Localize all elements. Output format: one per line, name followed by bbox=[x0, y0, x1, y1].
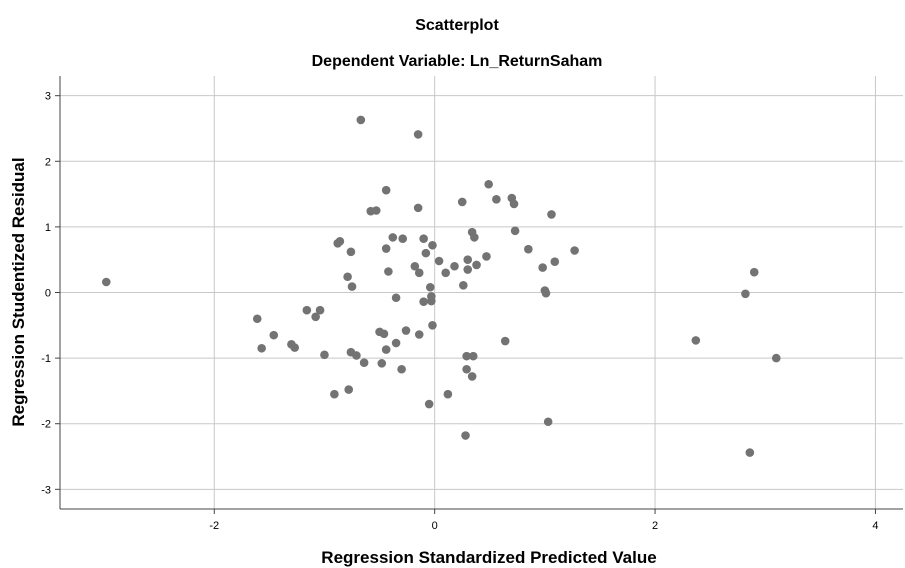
data-point bbox=[391, 338, 401, 348]
gridlines bbox=[60, 76, 903, 509]
data-point bbox=[347, 282, 357, 291]
data-point bbox=[421, 248, 431, 258]
x-tick-label: 0 bbox=[432, 520, 438, 532]
data-point bbox=[414, 268, 424, 278]
data-point bbox=[352, 351, 361, 360]
data-point bbox=[484, 179, 493, 189]
data-point bbox=[290, 343, 300, 352]
data-point bbox=[302, 305, 312, 315]
data-point bbox=[428, 321, 437, 330]
data-point bbox=[541, 288, 551, 298]
data-point bbox=[468, 351, 478, 361]
data-point bbox=[379, 329, 389, 339]
data-point bbox=[428, 240, 437, 250]
data-point bbox=[461, 431, 470, 440]
data-point bbox=[391, 293, 401, 303]
data-point bbox=[691, 336, 701, 345]
data-point bbox=[492, 195, 501, 204]
data-point bbox=[443, 389, 453, 399]
data-point bbox=[257, 343, 266, 353]
axes bbox=[55, 76, 903, 514]
data-point bbox=[398, 234, 408, 244]
data-point bbox=[413, 203, 423, 213]
data-point bbox=[462, 351, 471, 361]
y-tick-label: 1 bbox=[45, 222, 51, 234]
data-point bbox=[463, 255, 473, 264]
data-point bbox=[482, 252, 491, 261]
data-point bbox=[381, 345, 391, 354]
data-points bbox=[101, 115, 781, 457]
data-point bbox=[441, 268, 450, 278]
data-point bbox=[388, 233, 398, 242]
data-point bbox=[356, 115, 366, 125]
data-point bbox=[359, 358, 369, 367]
data-point bbox=[509, 199, 519, 209]
data-point bbox=[346, 247, 356, 257]
data-point bbox=[425, 282, 435, 292]
data-point bbox=[397, 364, 406, 374]
tick-labels: 3 2 1 0 -1 -2 -3 -2 0 2 4 bbox=[41, 91, 878, 532]
y-tick-label: -1 bbox=[41, 353, 51, 365]
data-point bbox=[419, 297, 428, 306]
data-point bbox=[410, 261, 420, 271]
data-point bbox=[741, 289, 750, 299]
chart-title: Scatterplot bbox=[415, 17, 499, 34]
data-point bbox=[424, 399, 434, 409]
data-point bbox=[311, 312, 320, 322]
data-point bbox=[459, 280, 468, 290]
data-point bbox=[462, 364, 471, 374]
x-axis-label: Regression Standardized Predicted Value bbox=[321, 548, 656, 567]
y-tick-label: 3 bbox=[45, 91, 51, 103]
data-point bbox=[570, 246, 579, 255]
data-point bbox=[434, 256, 444, 266]
data-point bbox=[401, 326, 411, 335]
data-point bbox=[500, 336, 510, 346]
y-tick-label: 2 bbox=[45, 156, 51, 168]
data-point bbox=[381, 244, 391, 253]
data-point bbox=[457, 197, 467, 207]
data-point bbox=[381, 185, 391, 195]
data-point bbox=[413, 130, 423, 139]
data-point bbox=[547, 210, 556, 219]
data-point bbox=[470, 233, 479, 242]
data-point bbox=[467, 372, 477, 381]
data-point bbox=[330, 389, 339, 399]
data-point bbox=[333, 238, 342, 248]
data-point bbox=[377, 359, 387, 368]
data-point bbox=[745, 448, 755, 457]
data-point bbox=[315, 305, 325, 315]
y-axis-label: Regression Studentized Residual bbox=[9, 157, 28, 426]
chart-subtitle: Dependent Variable: Ln_ReturnSaham bbox=[312, 53, 603, 70]
data-point bbox=[538, 263, 547, 272]
data-point bbox=[463, 265, 473, 274]
x-tick-label: 2 bbox=[652, 520, 658, 532]
data-point bbox=[414, 330, 424, 339]
data-point bbox=[472, 260, 481, 270]
y-tick-label: -2 bbox=[41, 419, 51, 431]
data-point bbox=[510, 226, 520, 236]
y-tick-label: 0 bbox=[45, 288, 51, 300]
data-point bbox=[419, 234, 428, 244]
data-point bbox=[771, 353, 781, 363]
data-point bbox=[252, 314, 262, 324]
data-point bbox=[269, 330, 279, 340]
data-point bbox=[101, 277, 111, 287]
data-point bbox=[344, 385, 354, 394]
data-point bbox=[384, 267, 393, 276]
data-point bbox=[524, 244, 533, 254]
data-point bbox=[320, 350, 329, 360]
x-tick-label: 4 bbox=[872, 520, 878, 532]
data-point bbox=[371, 206, 381, 215]
y-tick-label: -3 bbox=[41, 484, 51, 496]
data-point bbox=[343, 272, 352, 282]
data-point bbox=[543, 417, 553, 427]
data-point bbox=[427, 296, 436, 306]
data-point bbox=[450, 261, 459, 271]
x-tick-label: -2 bbox=[209, 520, 219, 532]
data-point bbox=[550, 257, 560, 266]
data-point bbox=[749, 267, 759, 277]
